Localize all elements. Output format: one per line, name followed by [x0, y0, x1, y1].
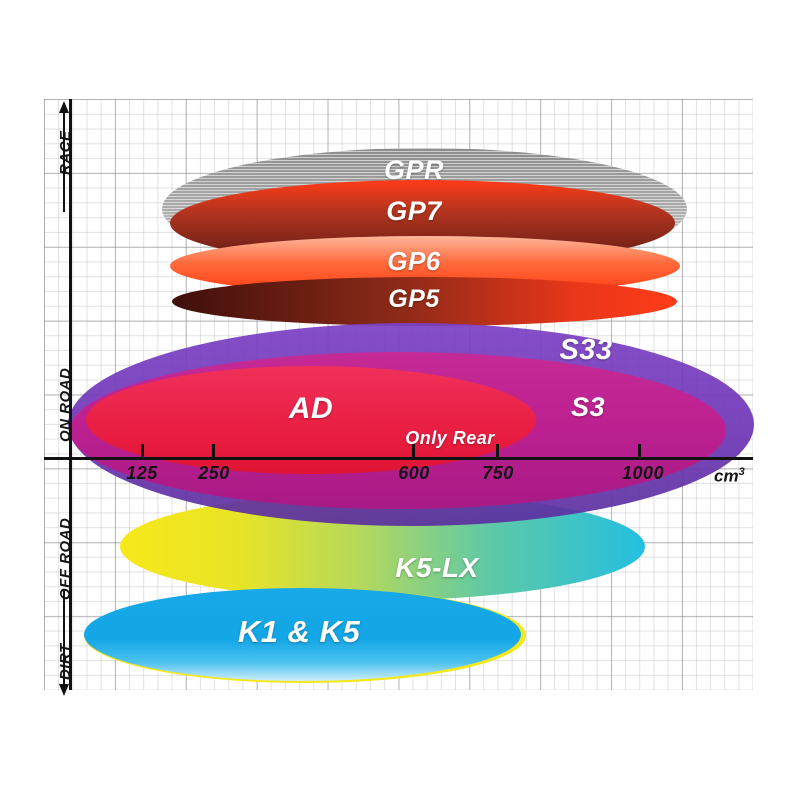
label-s3: S3 — [570, 392, 606, 422]
x-axis-line — [44, 457, 753, 460]
x-tick-250 — [212, 444, 215, 459]
x-tick-label-250: 250 — [198, 463, 230, 483]
x-tick-750 — [496, 444, 499, 459]
x-tick-125 — [141, 444, 144, 459]
x-tick-label-125: 125 — [126, 463, 158, 483]
label-gpr: GPR — [383, 155, 445, 185]
label-ad: AD — [288, 392, 334, 425]
label-k5-lx: K5-LX — [395, 552, 479, 583]
x-axis-unit-superscript: 3 — [738, 466, 745, 478]
x-tick-label-750: 750 — [482, 463, 514, 483]
x-tick-1000 — [638, 444, 641, 459]
label-gp6: GP6 — [387, 246, 441, 276]
x-axis-unit-label: cm3 — [714, 466, 745, 487]
y-axis-line — [69, 99, 72, 690]
region-gp5 — [172, 277, 677, 326]
y-label-on-road: ON ROAD — [57, 367, 74, 442]
region-ad — [86, 366, 536, 474]
label-gp5: GP5 — [388, 285, 440, 313]
label-k1-k5: K1 & K5 — [237, 614, 361, 649]
x-tick-label-600: 600 — [398, 463, 430, 483]
arrow-down-icon — [59, 590, 68, 696]
x-tick-600 — [412, 444, 415, 459]
x-tick-label-1000: 1000 — [621, 463, 665, 483]
y-label-dirt: DIRT — [57, 643, 74, 680]
label-s33: S33 — [559, 334, 613, 366]
arrow-up-icon — [59, 101, 68, 212]
region-k1-k5 — [84, 588, 521, 681]
x-axis-unit-text: cm — [714, 466, 739, 486]
label-only-rear: Only Rear — [405, 428, 495, 448]
y-label-off-road: OFF ROAD — [57, 517, 74, 600]
label-gp7: GP7 — [386, 196, 442, 226]
y-label-race: RACE — [57, 130, 74, 175]
